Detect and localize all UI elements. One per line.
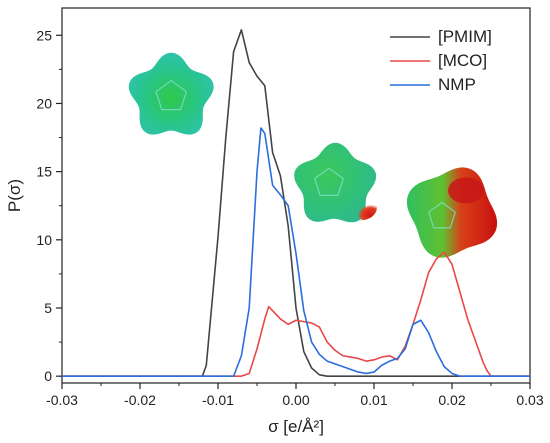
x-tick-label: 0.00 xyxy=(282,392,309,408)
pmim-surface-blob xyxy=(128,52,214,135)
series-layer xyxy=(62,29,530,377)
x-tick-label: -0.03 xyxy=(46,392,78,408)
y-tick-label: 10 xyxy=(36,232,52,248)
y-tick-label: 5 xyxy=(44,300,52,316)
y-tick-label: 25 xyxy=(36,27,52,43)
y-tick-label: 20 xyxy=(36,95,52,111)
y-tick-label: 15 xyxy=(36,164,52,180)
legend-label: [MCO] xyxy=(438,51,487,70)
legend-label: NMP xyxy=(438,75,476,94)
nmp-surface-image xyxy=(294,142,377,223)
axis-layer: -0.03 -0.02 -0.01 0.00 0.01 0.02 0.03 0 5 10 15 20 2… xyxy=(36,27,543,408)
mco-surface-blob xyxy=(406,167,498,258)
x-tick-label: -0.01 xyxy=(202,392,234,408)
legend-label: [PMIM] xyxy=(438,27,492,46)
x-axis-title: σ [e/Å²] xyxy=(268,417,324,436)
y-tick-label: 0 xyxy=(44,368,52,384)
series-line-1 xyxy=(62,29,530,377)
x-tick-label: 0.01 xyxy=(360,392,387,408)
x-tick-label: -0.02 xyxy=(124,392,156,408)
x-tick-label: 0.02 xyxy=(438,392,465,408)
pmim-surface-image xyxy=(128,52,214,135)
x-tick-label: 0.03 xyxy=(516,392,543,408)
molecule-layer xyxy=(128,52,498,258)
mco-surface-image xyxy=(406,167,498,258)
legend: [PMIM] [MCO] NMP xyxy=(390,27,492,94)
series-line-2 xyxy=(62,251,530,377)
series-line-3 xyxy=(62,127,530,377)
y-axis-title: P(σ) xyxy=(5,179,24,212)
